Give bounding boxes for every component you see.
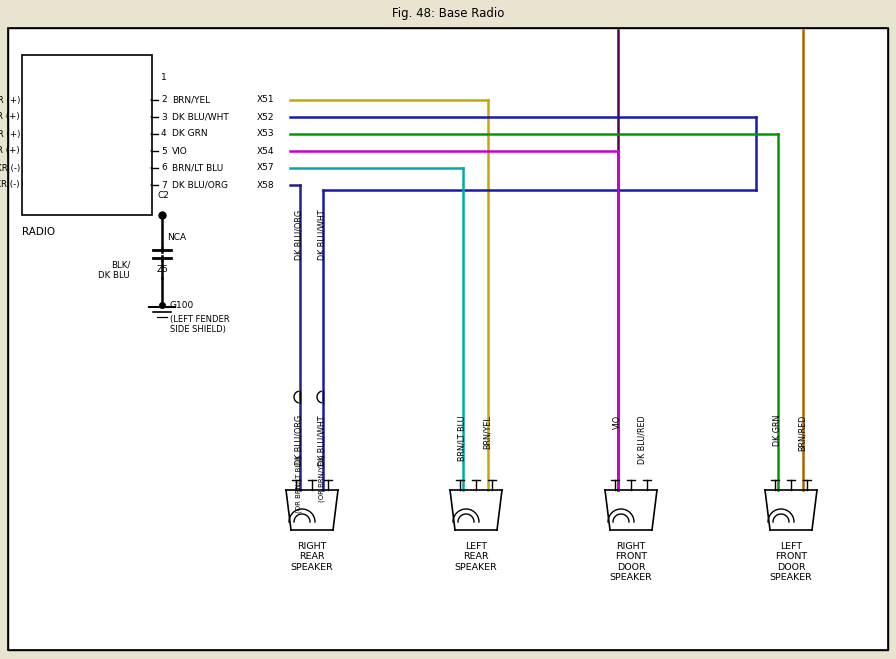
- Text: LEFT
REAR
SPEAKER: LEFT REAR SPEAKER: [454, 542, 497, 572]
- Text: NCA: NCA: [167, 233, 186, 241]
- Text: 4: 4: [161, 130, 167, 138]
- Text: 5: 5: [161, 146, 167, 156]
- Text: VIO: VIO: [613, 415, 622, 429]
- Text: DK BLU/WHT: DK BLU/WHT: [317, 210, 326, 260]
- Text: DK BLU/ORG: DK BLU/ORG: [295, 210, 304, 260]
- Text: VIO: VIO: [172, 146, 188, 156]
- Text: LR SPKR (+): LR SPKR (+): [0, 96, 20, 105]
- Text: X51: X51: [257, 96, 275, 105]
- Text: (OR BRN/LT BLU): (OR BRN/LT BLU): [296, 455, 302, 513]
- Text: Z5: Z5: [157, 266, 168, 275]
- Text: C2: C2: [157, 191, 168, 200]
- Text: 3: 3: [161, 113, 167, 121]
- Text: LF SPKR (+): LF SPKR (+): [0, 130, 20, 138]
- Text: G100: G100: [170, 301, 194, 310]
- Text: RADIO: RADIO: [22, 227, 56, 237]
- Text: DK BLU: DK BLU: [99, 270, 130, 279]
- Text: DK BLU/WHT: DK BLU/WHT: [317, 415, 326, 465]
- Text: BRN/YEL: BRN/YEL: [483, 415, 492, 449]
- Text: X57: X57: [257, 163, 275, 173]
- Text: DK BLU/ORG: DK BLU/ORG: [295, 415, 304, 465]
- Text: DK BLU/ORG: DK BLU/ORG: [172, 181, 228, 190]
- Text: RIGHT
REAR
SPEAKER: RIGHT REAR SPEAKER: [290, 542, 333, 572]
- Text: 1: 1: [161, 74, 167, 82]
- Text: LEFT
FRONT
DOOR
SPEAKER: LEFT FRONT DOOR SPEAKER: [770, 542, 813, 582]
- Text: BLK/: BLK/: [111, 260, 130, 270]
- Text: BRN/YEL: BRN/YEL: [172, 96, 211, 105]
- Text: 6: 6: [161, 163, 167, 173]
- Text: RF SPKR (+): RF SPKR (+): [0, 146, 20, 156]
- Text: LR SPKR (-): LR SPKR (-): [0, 163, 20, 173]
- Text: Fig. 48: Base Radio: Fig. 48: Base Radio: [392, 7, 504, 20]
- Text: DK GRN: DK GRN: [172, 130, 208, 138]
- Text: DK GRN: DK GRN: [772, 415, 781, 446]
- Bar: [0, 0, 896, 28]
- Text: (LEFT FENDER: (LEFT FENDER: [170, 315, 229, 324]
- Text: RR SPKR (+): RR SPKR (+): [0, 113, 20, 121]
- Text: X58: X58: [257, 181, 275, 190]
- Text: 7: 7: [161, 181, 167, 190]
- Text: X53: X53: [257, 130, 275, 138]
- Text: DK BLU/WHT: DK BLU/WHT: [172, 113, 228, 121]
- Bar: [22, 55, 152, 215]
- Text: 2: 2: [161, 96, 167, 105]
- Text: BRN/LT BLU: BRN/LT BLU: [172, 163, 223, 173]
- Text: SIDE SHIELD): SIDE SHIELD): [170, 325, 226, 334]
- Text: X54: X54: [257, 146, 274, 156]
- Text: BRN/RED: BRN/RED: [797, 415, 806, 451]
- Text: DK BLU/RED: DK BLU/RED: [637, 415, 647, 464]
- Text: RR SPKR (-): RR SPKR (-): [0, 181, 20, 190]
- Text: RIGHT
FRONT
DOOR
SPEAKER: RIGHT FRONT DOOR SPEAKER: [609, 542, 652, 582]
- Text: X52: X52: [257, 113, 274, 121]
- Text: (OR BRN/YEL): (OR BRN/YEL): [319, 455, 325, 503]
- Text: BRN/LT BLU: BRN/LT BLU: [458, 415, 467, 461]
